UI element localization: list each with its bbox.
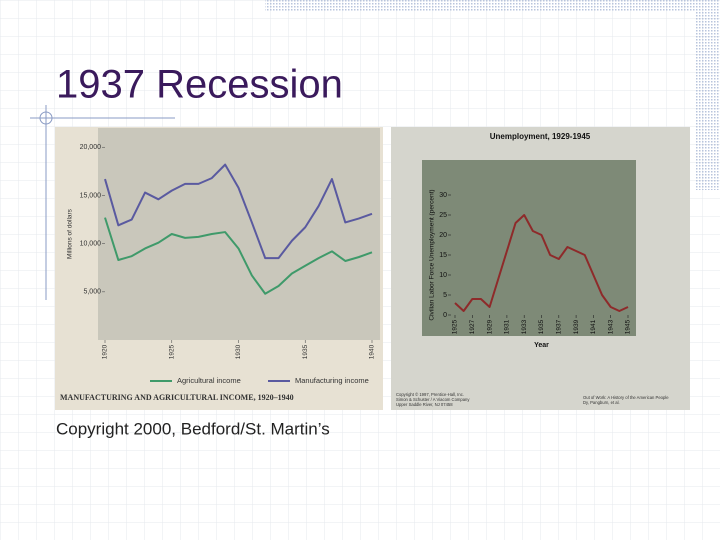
caption: Copyright 2000, Bedford/St. Martin’s [56, 419, 330, 438]
decoration [265, 0, 720, 12]
data-line [104, 217, 373, 295]
y-tick-label: 10 [439, 272, 447, 279]
y-axis-label: Civilian Labor Force Unemployment (perce… [429, 189, 436, 320]
y-axis-label: Millions of dollars [67, 208, 74, 259]
x-tick-label: 1920 [102, 344, 109, 359]
x-tick-label: 1939 [573, 319, 580, 334]
x-tick-label: 1943 [607, 319, 614, 334]
x-tick-label: 1931 [504, 319, 511, 334]
chart: MANUFACTURING AND AGRICULTURAL INCOME, 1… [55, 127, 383, 410]
decoration-circle [39, 111, 53, 125]
y-tick-label: 25 [439, 212, 447, 219]
x-tick-label: 1933 [521, 319, 528, 334]
legend-label: Manufacturing income [295, 376, 369, 385]
credit-text: Upper Saddle River, NJ 07458 [396, 402, 453, 407]
y-tick-label: 10,000 [80, 240, 102, 247]
x-tick-label: 1935 [538, 319, 545, 334]
x-tick-label: 1945 [625, 319, 632, 334]
chart: Unemployment, 1929-1945 Civilian Labor Fo… [391, 127, 690, 410]
charts: MANUFACTURING AND AGRICULTURAL INCOME, 1… [55, 127, 690, 410]
plot-area [422, 160, 636, 336]
credit-text: Simon & Schuster / A Viacom Company [396, 397, 470, 402]
x-tick-label: 1937 [556, 319, 563, 334]
y-tick-label: 15 [439, 252, 447, 259]
y-tick-label: 5,000 [83, 289, 101, 296]
credit-text: Copyright © 1997, Prentice-Hall, Inc. [396, 392, 464, 397]
y-tick-label: 15,000 [80, 192, 102, 199]
x-tick-label: 1930 [235, 344, 242, 359]
chart-title: MANUFACTURING AND AGRICULTURAL INCOME, 1… [60, 393, 294, 402]
y-tick-label: 5 [443, 292, 447, 299]
x-axis-label: Year [534, 342, 549, 349]
data-line [104, 163, 373, 260]
x-tick-label: 1935 [302, 344, 309, 359]
x-tick-label: 1927 [469, 319, 476, 334]
x-tick-label: 1941 [590, 319, 597, 334]
decoration [695, 0, 720, 190]
x-tick-label: 1925 [168, 344, 175, 359]
slide-title: 1937 Recession [56, 63, 343, 107]
y-tick-label: 30 [439, 192, 447, 199]
chart-title: Unemployment, 1929-1945 [490, 132, 591, 141]
y-tick-label: 20,000 [80, 144, 102, 151]
y-tick-label: 20 [439, 232, 447, 239]
legend-label: Agricultural income [177, 376, 241, 385]
plot-area [98, 128, 380, 340]
credit-text: Dy, Pangburn, et al. [583, 400, 620, 405]
x-tick-label: 1929 [486, 319, 493, 334]
data-line [454, 214, 629, 312]
x-tick-label: 1925 [452, 319, 459, 334]
x-tick-label: 1940 [369, 344, 376, 359]
credit-text: Out of Work: A History of the American P… [583, 395, 669, 400]
y-tick-label: 0 [443, 312, 447, 319]
